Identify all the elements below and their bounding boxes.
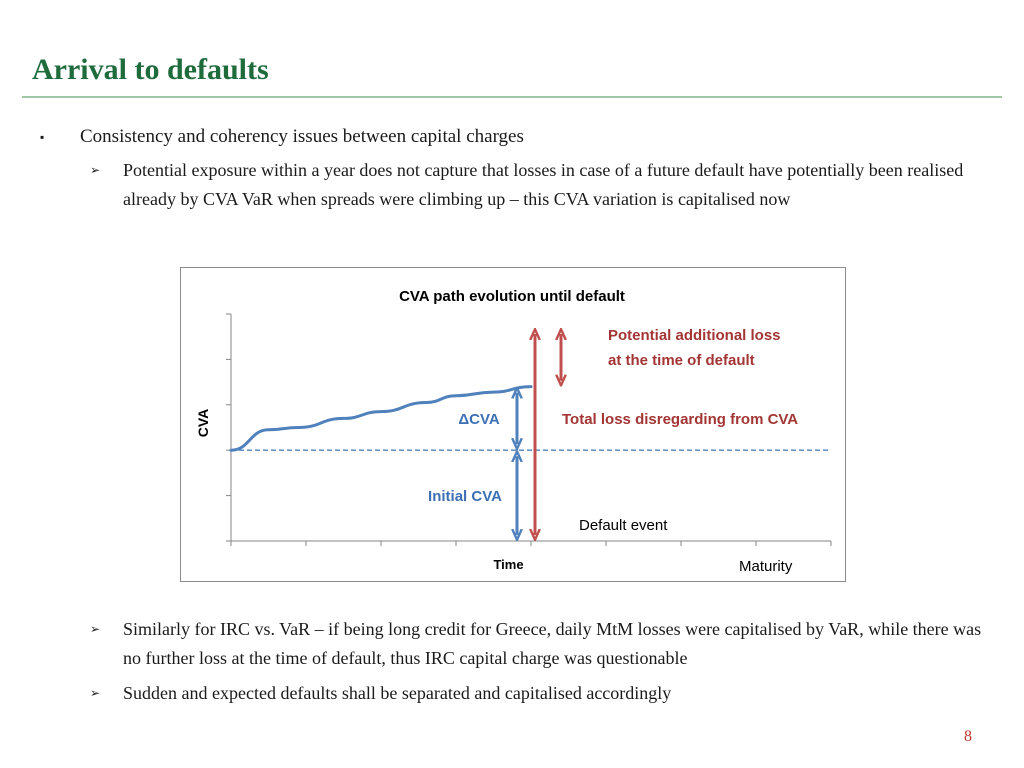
- maturity-label: Maturity: [739, 558, 793, 575]
- potential-loss-label-line2: at the time of default: [608, 352, 755, 369]
- cva-chart-svg: CVA path evolution until default CVA Time Δ…: [195, 288, 832, 575]
- sub-bullet-3-text: Sudden and expected defaults shall be se…: [123, 683, 672, 703]
- potential-loss-label-line1: Potential additional loss: [608, 327, 781, 344]
- arrow-bullet-icon: ➢: [90, 686, 101, 700]
- cva-path-series-line: [229, 385, 533, 452]
- chart-title: CVA path evolution until default: [399, 288, 625, 305]
- bullet-level1-text: Consistency and coherency issues between…: [80, 126, 524, 147]
- arrow-bullet-icon: ➢: [90, 163, 101, 177]
- delta-cva-label: ΔCVA: [458, 411, 500, 428]
- title-divider: [22, 96, 1002, 98]
- cva-chart: CVA path evolution until default CVA Time Δ…: [180, 267, 846, 582]
- page-number: 8: [964, 728, 972, 745]
- sub-bullet-1-text: Potential exposure within a year does no…: [123, 160, 964, 209]
- default-event-label: Default event: [579, 517, 668, 534]
- arrow-bullet-icon: ➢: [90, 622, 101, 636]
- page-title: Arrival to defaults: [32, 53, 269, 86]
- sub-bullet-2-text: Similarly for IRC vs. VaR – if being lon…: [123, 619, 982, 668]
- total-loss-label: Total loss disregarding from CVA: [562, 411, 798, 428]
- initial-cva-label: Initial CVA: [428, 488, 502, 505]
- x-axis-label: Time: [493, 557, 523, 572]
- y-axis-label: CVA: [195, 409, 211, 438]
- square-bullet-icon: ▪: [40, 130, 45, 144]
